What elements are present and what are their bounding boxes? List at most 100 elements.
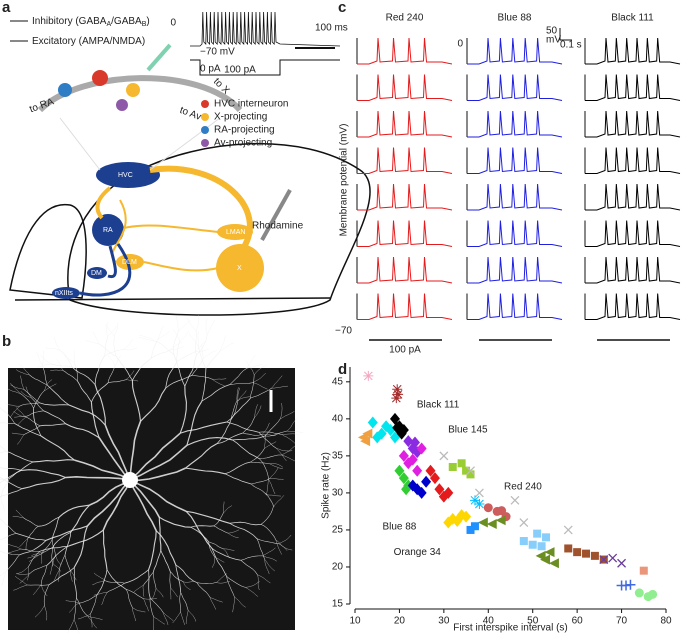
scatter-point	[421, 476, 431, 488]
y-tick-label: 25	[332, 525, 344, 536]
y-tick-label: 15	[332, 599, 344, 610]
scale-bar	[560, 28, 572, 40]
voltage-trace	[585, 111, 680, 137]
zero-label: 0	[457, 39, 463, 50]
brain-region-label: HVC	[118, 172, 133, 179]
voltage-trace	[467, 184, 562, 210]
dendrite	[220, 336, 225, 351]
dendrite	[104, 337, 108, 357]
voltage-trace	[585, 257, 680, 283]
text-part: /GABA	[111, 16, 142, 27]
column-title: Red 240	[386, 13, 424, 24]
x-tick-label: 10	[349, 616, 361, 627]
panel-label: a	[2, 0, 11, 16]
voltage-trace	[357, 111, 452, 137]
dendrite	[1, 497, 5, 511]
av-cell	[116, 99, 128, 111]
interneuron-cell	[92, 70, 108, 86]
pipette-small	[148, 45, 170, 70]
hvc-ra-path	[97, 188, 110, 218]
stim-label: 100 pA	[389, 345, 421, 356]
cerebellum	[10, 205, 86, 298]
scatter-point	[363, 371, 373, 381]
scatter-point	[392, 384, 402, 394]
column-title: Blue 88	[498, 13, 532, 24]
dendrite	[37, 364, 51, 367]
dendrite	[189, 334, 198, 347]
scatter-point	[520, 519, 528, 527]
dendrite	[93, 331, 99, 344]
voltage-trace	[357, 184, 452, 210]
scatter-point	[549, 558, 559, 568]
x-tick-label: 20	[394, 616, 406, 627]
scatter-point	[529, 541, 537, 549]
dendrite	[108, 356, 114, 367]
scatter-point	[625, 580, 635, 590]
brain-region-label: DM	[91, 270, 102, 277]
scatter-point	[412, 465, 422, 477]
text-part: Inhibitory (GABA	[32, 16, 107, 27]
scatter-point	[496, 515, 506, 525]
scatter-point	[609, 554, 617, 562]
dendrite	[0, 437, 6, 451]
scatter-point	[520, 537, 528, 545]
scatter-point	[511, 496, 519, 504]
dendrite	[52, 364, 72, 366]
cell-legend-label: X-projecting	[214, 112, 267, 123]
panel-b-image	[8, 368, 295, 630]
x-dlm-path	[144, 262, 218, 270]
y-tick-label: 35	[332, 451, 344, 462]
dendrite	[0, 451, 6, 459]
circuit-label: to RA	[28, 96, 56, 115]
y-axis-title: Membrane potential (mV)	[339, 124, 350, 237]
scatter-point	[582, 550, 590, 558]
dendrite	[198, 331, 199, 347]
legend-line: Excitatory (AMPA/NMDA)	[32, 36, 145, 47]
cell-legend-marker	[201, 100, 209, 108]
dendrite	[123, 339, 133, 349]
annotation: Blue 88	[382, 522, 416, 533]
soma	[122, 472, 138, 488]
scatter-point	[368, 417, 378, 429]
y-tick-label: 45	[332, 376, 344, 387]
x-tick-label: 30	[438, 616, 450, 627]
column-title: Black 111	[611, 13, 654, 24]
current-1: 100 pA	[224, 65, 256, 76]
x-tick-label: 80	[660, 616, 672, 627]
y-tick-label: 30	[332, 488, 344, 499]
dendrite	[151, 350, 170, 358]
dendrite	[176, 315, 178, 331]
voltage-trace	[357, 38, 452, 64]
voltage-trace	[585, 38, 680, 64]
dendrite	[139, 337, 155, 341]
scatter-point	[474, 499, 484, 509]
voltage-trace	[467, 75, 562, 101]
dendrite	[206, 351, 220, 369]
brain-region-label: RA	[103, 227, 113, 234]
voltage-trace	[585, 75, 680, 101]
trace-zero: 0	[170, 18, 176, 29]
x-cell	[126, 83, 140, 97]
scatter-point	[573, 548, 581, 556]
cell-legend-marker	[201, 126, 209, 134]
dendrite	[37, 352, 43, 365]
dendrite	[178, 320, 190, 331]
scatter-point	[533, 530, 541, 538]
voltage-trace	[357, 221, 452, 247]
voltage-trace	[357, 294, 452, 320]
cell-legend-label: Av-projecting	[214, 138, 272, 149]
dendrite	[46, 348, 60, 350]
annotation: Red 240	[504, 482, 542, 493]
time-bar-label: 100 ms	[315, 23, 348, 34]
lman-ra-path	[124, 225, 218, 232]
voltage-trace	[467, 221, 562, 247]
voltage-trace	[467, 257, 562, 283]
scatter-point	[564, 544, 572, 552]
annotation: Blue 145	[448, 425, 488, 436]
scatter-point	[618, 559, 626, 567]
circuit-label: to Av	[178, 105, 202, 123]
voltage-trace	[467, 111, 562, 137]
